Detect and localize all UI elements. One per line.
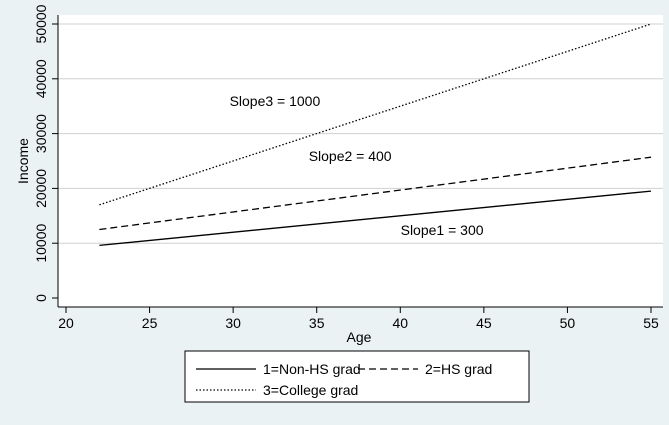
legend: 1=Non-HS grad 2=HS grad 3=College grad [184,350,530,403]
annotation-slope-1: Slope1 = 300 [401,222,484,238]
legend-label-1: 1=Non-HS grad [263,361,361,377]
series-line-2 [99,156,652,231]
y-axis-title: Income [15,138,31,184]
plot-area [58,15,663,307]
y-tick-label: 40000 [33,59,49,98]
y-tick-label: 20000 [33,169,49,208]
legend-label-2: 2=HS grad [425,361,492,377]
x-tick-label: 35 [309,315,325,331]
y-tick-label: 0 [33,294,49,302]
gridlines [58,23,663,244]
series-line-3 [99,23,652,206]
x-tick-label: 20 [58,315,74,331]
y-tick-label: 30000 [33,114,49,153]
x-tick-label: 25 [142,315,158,331]
annotations: Slope3 = 1000 Slope2 = 400 Slope1 = 300 [230,93,484,238]
x-tick-label: 55 [643,315,659,331]
x-tick-label: 50 [560,315,576,331]
series-lines [99,23,652,247]
axes [57,15,663,308]
annotation-slope-2: Slope2 = 400 [309,148,392,164]
series-line-1 [99,190,652,247]
x-tick-label: 30 [225,315,241,331]
y-tick-label: 10000 [33,224,49,263]
x-tick-label: 45 [476,315,492,331]
y-tick-label: 50000 [33,4,49,43]
tick-marks-and-labels: 0 10000 20000 30000 40000 50000 20 25 30 35 40 45 50… [33,4,659,331]
x-tick-label: 40 [392,315,408,331]
legend-label-3: 3=College grad [263,382,358,398]
annotation-slope-3: Slope3 = 1000 [230,93,321,109]
x-axis-title: Age [347,329,372,345]
legend-box [184,350,530,403]
